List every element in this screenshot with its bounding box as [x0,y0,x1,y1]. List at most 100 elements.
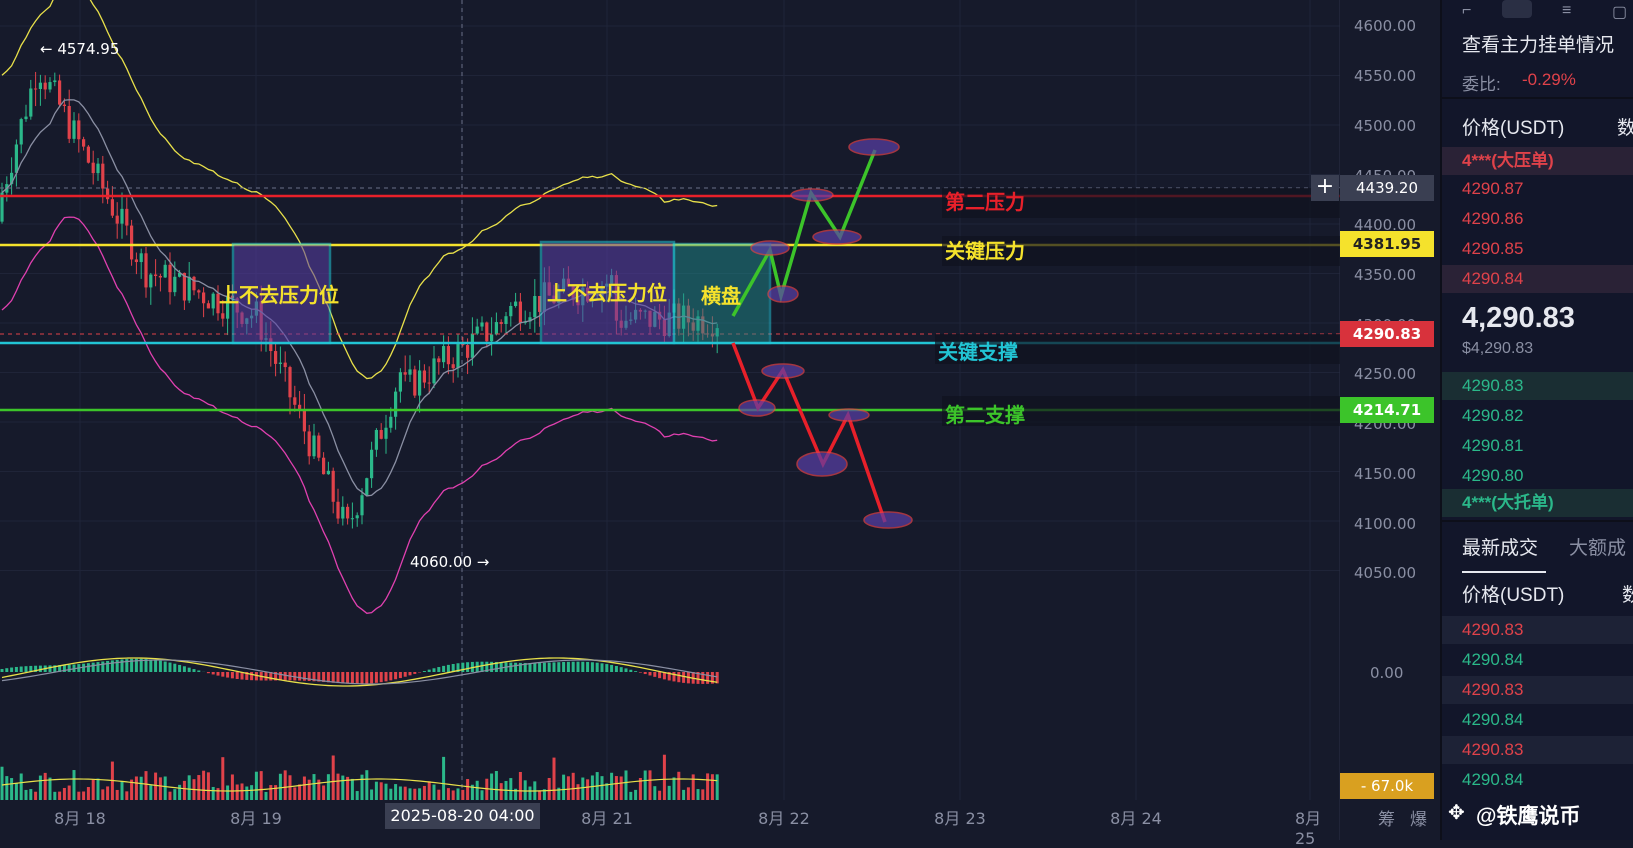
candle-body [221,313,224,318]
big-ask-row[interactable]: 4***(大压单) [1442,147,1633,175]
macd-bar [92,663,95,672]
candle-body [519,302,522,323]
trade-row: 4290.84 [1442,766,1633,794]
volume-bar [404,787,407,800]
trade-row: 4290.83 [1442,616,1633,644]
liquidation-tab[interactable]: 爆 [1410,805,1427,830]
order-book-panel: ⌐ ≡ ▢ 查看主力挂单情况 委比: -0.29% 价格(USDT) 数 4**… [1442,0,1633,840]
macd-bar [217,672,220,676]
volume-bar [428,781,431,800]
volume-bar [221,757,224,800]
target-ellipse [864,512,912,528]
candle-body [48,82,51,89]
price-tick: 4600.00 [1354,17,1416,35]
volume-bar [250,785,253,800]
ratio-label: 委比: [1462,70,1501,95]
volume-bar [53,792,56,800]
list-icon[interactable]: ≡ [1562,2,1571,20]
ask-row[interactable]: 4290.86 [1442,205,1633,233]
volume-bar [327,774,330,800]
macd-bar [394,672,397,679]
tab-large-trades[interactable]: 大额成 [1569,533,1626,560]
tab-latest-trades[interactable]: 最新成交 [1462,533,1538,560]
macd-bar [356,672,359,684]
volume-bar [5,776,8,800]
volume-bar [68,786,71,800]
volume-bar [173,789,176,800]
macd-bar [461,663,464,672]
trade-row: 4290.84 [1442,706,1633,734]
panel-icon[interactable]: ▢ [1612,2,1627,22]
candle-body [24,117,27,119]
candle-body [53,80,56,82]
date-tick: 8月 25 [1295,805,1325,848]
candle-body [480,322,483,326]
mid-box-label: 上不去压力位 [547,277,667,306]
volume-bar [581,778,584,800]
target-ellipse [768,286,798,302]
price-tick: 4050.00 [1354,564,1416,582]
volume-bar [413,789,416,800]
macd-bar [466,662,469,672]
macd-bar [49,665,52,672]
macd-bar [370,672,373,683]
volume-bar [77,792,80,800]
macd-bar [68,665,71,672]
orderbook-title[interactable]: 查看主力挂单情况 [1462,30,1614,57]
bid-row[interactable]: 4290.81 [1442,432,1633,460]
bid-row[interactable]: 4290.80 [1442,462,1633,490]
macd-bar [553,662,556,672]
volume-bar [697,789,700,800]
crosshair-plus-icon[interactable]: + [1311,175,1339,201]
volume-bar [337,774,340,800]
volume-bar [701,789,704,800]
macd-bar [97,662,100,672]
candle-body [140,253,143,262]
volume-bar [289,775,292,800]
expand-icon[interactable]: ⌐ [1462,2,1471,20]
macd-signal-line [2,660,717,684]
divider [1442,97,1633,99]
chip-tab[interactable]: 筹 [1378,805,1395,830]
macd-bar [361,672,364,684]
volume-bar [255,772,258,800]
macd-bar [677,672,680,682]
candle-body [303,410,306,432]
macd-bar [605,664,608,672]
watermark: @铁鹰说币 [1476,800,1580,830]
candlestick-chart[interactable] [0,0,1340,840]
target-ellipse [849,139,899,155]
bid-row[interactable]: 4290.82 [1442,402,1633,430]
bid-row[interactable]: 4290.83 [1442,372,1633,400]
crosshair-price-tag: 4439.20 [1340,175,1434,201]
macd-bar [572,662,575,672]
ask-row[interactable]: 4290.87 [1442,175,1633,203]
volume-bar [380,782,383,800]
candle-body [432,358,435,383]
layout-icon[interactable] [1502,0,1532,18]
big-bid-row[interactable]: 4***(大托单) [1442,489,1633,517]
candle-body [92,163,95,173]
volume-bar [274,785,277,800]
macd-bar [284,672,287,680]
trade-row: 4290.83 [1442,736,1633,764]
candle-body [20,119,23,144]
volume-bar [178,785,181,800]
divider [1442,520,1633,522]
macd-bar [193,669,196,672]
ask-row[interactable]: 4290.84 [1442,265,1633,293]
volume-bar [625,770,628,800]
logo-icon: ✥ [1448,800,1465,825]
macd-bar [226,672,229,678]
ask-row[interactable]: 4290.85 [1442,235,1633,263]
volume-bar [457,788,460,800]
candle-body [130,226,133,260]
chart-area[interactable]: ← 4574.95 4060.00 → 上不去压力位 上不去压力位 横盘 第二压… [0,0,1340,840]
candle-body [322,458,325,475]
volume-bar [658,791,661,800]
macd-bar [116,660,119,672]
candle-body [72,120,75,138]
candle-body [284,363,287,367]
volume-bar [245,787,248,800]
macd-bar [265,672,268,680]
